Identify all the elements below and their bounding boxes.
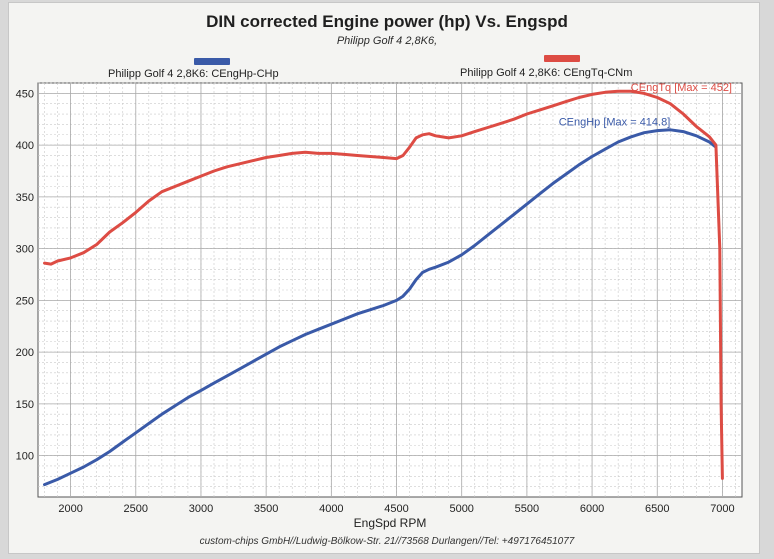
x-tick-label: 5500	[515, 503, 539, 515]
x-axis-label: EngSpd RPM	[354, 516, 427, 530]
legend-swatch-tq	[544, 55, 580, 62]
x-tick-label: 6500	[645, 503, 669, 515]
legend-swatch-hp	[194, 58, 230, 65]
annotation-hp-max: CEngHp [Max = 414.8]	[559, 117, 671, 129]
y-tick-label: 350	[16, 192, 34, 204]
x-tick-label: 5000	[449, 503, 473, 515]
y-tick-label: 100	[16, 451, 34, 463]
x-tick-label: 6000	[580, 503, 604, 515]
chart-title: DIN corrected Engine power (hp) Vs. Engs…	[206, 12, 568, 31]
x-tick-label: 4500	[384, 503, 408, 515]
x-tick-label: 2500	[124, 503, 148, 515]
x-tick-label: 4000	[319, 503, 343, 515]
series-line-hp	[43, 128, 718, 487]
chart-subtitle: Philipp Golf 4 2,8K6,	[336, 35, 438, 47]
legend-label-hp: Philipp Golf 4 2,8K6: CEngHp-CHp	[108, 68, 279, 80]
footer-contact: custom-chips GmbH//Ludwig-Bölkow-Str. 21…	[199, 536, 575, 547]
x-tick-label: 2000	[58, 503, 82, 515]
x-tick-label: 3000	[189, 503, 213, 515]
y-tick-label: 450	[16, 88, 34, 100]
series-line-tq	[43, 89, 724, 480]
y-tick-label: 200	[16, 347, 34, 359]
y-tick-label: 250	[16, 295, 34, 307]
legend-label-tq: Philipp Golf 4 2,8K6: CEngTq-CNm	[460, 67, 633, 79]
annotation-tq-max: CEngTq [Max = 452]	[631, 82, 732, 94]
x-tick-label: 3500	[254, 503, 278, 515]
y-tick-label: 400	[16, 140, 34, 152]
y-tick-label: 150	[16, 399, 34, 411]
x-tick-label: 7000	[710, 503, 734, 515]
y-tick-label: 300	[16, 244, 34, 256]
